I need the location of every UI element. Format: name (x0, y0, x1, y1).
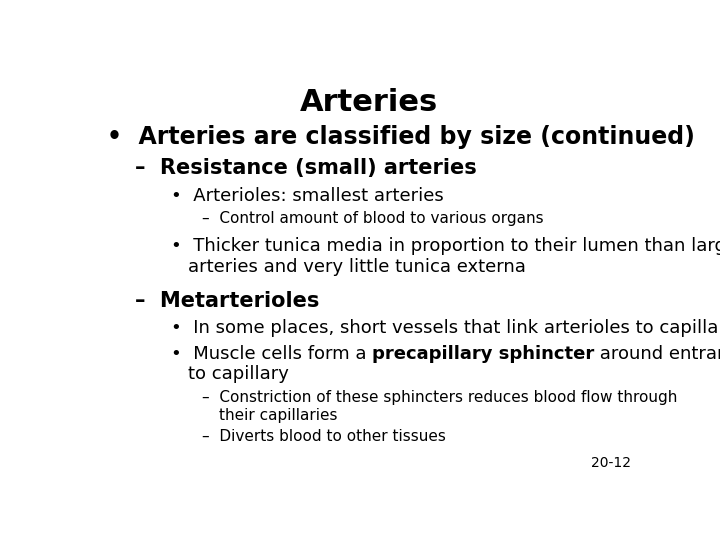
Text: •  Muscle cells form a: • Muscle cells form a (171, 346, 372, 363)
Text: –  Resistance (small) arteries: – Resistance (small) arteries (135, 158, 477, 178)
Text: Arteries: Arteries (300, 87, 438, 117)
Text: •  In some places, short vessels that link arterioles to capillaries: • In some places, short vessels that lin… (171, 319, 720, 338)
Text: –  Control amount of blood to various organs: – Control amount of blood to various org… (202, 211, 543, 226)
Text: their capillaries: their capillaries (220, 408, 338, 423)
Text: •  Arteries are classified by size (continued): • Arteries are classified by size (conti… (107, 125, 695, 149)
Text: to capillary: to capillary (188, 365, 289, 383)
Text: precapillary sphincter: precapillary sphincter (372, 346, 595, 363)
Text: 20-12: 20-12 (591, 456, 631, 470)
Text: •  Arterioles: smallest arteries: • Arterioles: smallest arteries (171, 187, 444, 205)
Text: around entrance: around entrance (595, 346, 720, 363)
Text: –  Metarterioles: – Metarterioles (135, 292, 319, 312)
Text: arteries and very little tunica externa: arteries and very little tunica externa (188, 258, 526, 276)
Text: –  Constriction of these sphincters reduces blood flow through: – Constriction of these sphincters reduc… (202, 390, 677, 405)
Text: •  Thicker tunica media in proportion to their lumen than large: • Thicker tunica media in proportion to … (171, 238, 720, 255)
Text: –  Diverts blood to other tissues: – Diverts blood to other tissues (202, 429, 446, 444)
